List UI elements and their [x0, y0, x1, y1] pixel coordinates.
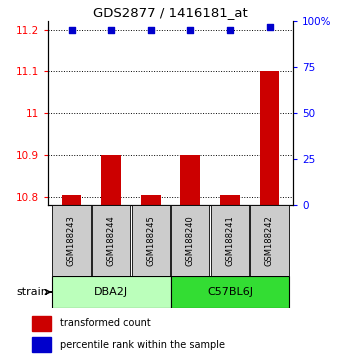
Text: GSM188241: GSM188241	[225, 215, 234, 266]
Point	[267, 24, 272, 30]
FancyBboxPatch shape	[52, 276, 170, 308]
Point	[148, 28, 153, 33]
Text: transformed count: transformed count	[60, 318, 151, 329]
Text: GSM188244: GSM188244	[107, 215, 116, 266]
Text: DBA2J: DBA2J	[94, 287, 128, 297]
Text: strain: strain	[17, 287, 51, 297]
Bar	[260, 72, 279, 205]
Point	[69, 28, 74, 33]
Point	[227, 28, 233, 33]
Bar	[220, 195, 240, 205]
FancyBboxPatch shape	[132, 205, 170, 276]
Bar	[32, 337, 51, 352]
Text: GSM188243: GSM188243	[67, 215, 76, 266]
Bar	[62, 195, 81, 205]
Point	[108, 28, 114, 33]
FancyBboxPatch shape	[92, 205, 130, 276]
Title: GDS2877 / 1416181_at: GDS2877 / 1416181_at	[93, 6, 248, 19]
Bar	[180, 155, 200, 205]
FancyBboxPatch shape	[170, 276, 289, 308]
Text: GSM188242: GSM188242	[265, 215, 274, 266]
Point	[188, 28, 193, 33]
FancyBboxPatch shape	[211, 205, 249, 276]
Text: GSM188240: GSM188240	[186, 215, 195, 266]
Bar	[32, 316, 51, 331]
Text: C57BL6J: C57BL6J	[207, 287, 253, 297]
Text: percentile rank within the sample: percentile rank within the sample	[60, 339, 225, 350]
FancyBboxPatch shape	[171, 205, 209, 276]
Bar	[101, 155, 121, 205]
FancyBboxPatch shape	[53, 205, 90, 276]
Text: GSM188245: GSM188245	[146, 215, 155, 266]
FancyBboxPatch shape	[251, 205, 288, 276]
Bar	[141, 195, 161, 205]
